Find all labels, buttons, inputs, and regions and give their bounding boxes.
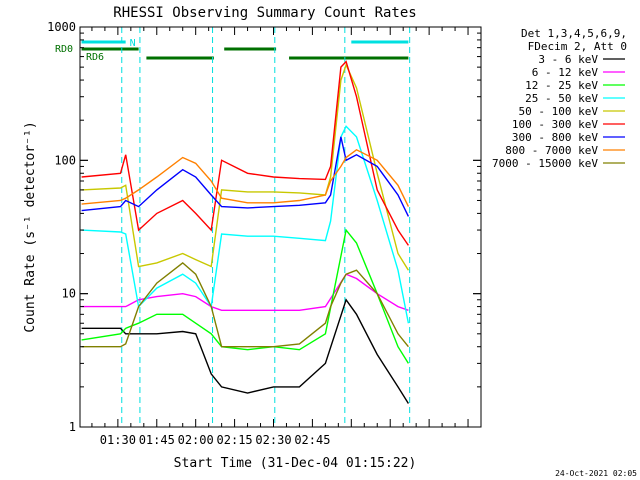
- y-tick-label: 10: [62, 287, 76, 301]
- flag-label: N: [130, 38, 136, 49]
- x-axis-label: Start Time (31-Dec-04 01:15:22): [174, 456, 417, 471]
- y-tick-label: 1000: [47, 20, 76, 34]
- series-line: [81, 273, 409, 311]
- legend-label: 3 - 6 keV: [538, 53, 598, 66]
- legend-label: 300 - 800 keV: [512, 131, 598, 144]
- legend-label: 800 - 7000 keV: [505, 144, 598, 157]
- flag-label: RD0: [55, 44, 73, 55]
- x-tick-label: 02:30: [255, 433, 291, 447]
- legend-label: 6 - 12 keV: [532, 66, 599, 79]
- plot-frame: [79, 26, 482, 428]
- x-tick-label: 01:45: [139, 433, 175, 447]
- series-line: [81, 136, 410, 217]
- plot-timestamp: 24-Oct-2021 02:05: [555, 469, 637, 478]
- legend-label: 12 - 25 keV: [525, 79, 598, 92]
- y-axis-ticks: 1 10 100 1000: [47, 20, 481, 434]
- legend-label: 25 - 50 keV: [525, 92, 598, 105]
- series-line: [81, 148, 410, 207]
- legend-header: FDecim 2, Att 0: [528, 40, 627, 53]
- x-axis-ticks: 01:30 01:45 02:00 02:15 02:30 02:45: [91, 27, 482, 447]
- y-tick-label: 100: [54, 153, 76, 167]
- series-line: [81, 63, 409, 271]
- x-tick-label: 02:45: [294, 433, 330, 447]
- x-tick-label: 02:00: [178, 433, 214, 447]
- legend-label: 100 - 300 keV: [512, 118, 598, 131]
- series-layer: [81, 60, 410, 404]
- series-line: [81, 60, 409, 246]
- flag-bars: N RD6: [81, 38, 409, 63]
- flag-label: RD6: [86, 52, 104, 63]
- legend-label: 50 - 100 keV: [519, 105, 599, 118]
- night-lines: [121, 27, 411, 427]
- x-tick-label: 02:15: [217, 433, 253, 447]
- x-tick-label: 01:30: [100, 433, 136, 447]
- series-line: [81, 261, 409, 348]
- legend-header: Det 1,3,4,5,6,9,: [521, 27, 627, 40]
- legend-label: 7000 - 15000 keV: [492, 157, 598, 170]
- chart-title: RHESSI Observing Summary Count Rates: [113, 5, 416, 21]
- y-tick-label: 1: [69, 420, 76, 434]
- series-line: [81, 228, 409, 364]
- y-axis-label: Count Rate (s⁻¹ detector⁻¹): [23, 121, 38, 332]
- series-line: [81, 298, 409, 404]
- legend: Det 1,3,4,5,6,9,FDecim 2, Att 03 - 6 keV…: [492, 27, 627, 170]
